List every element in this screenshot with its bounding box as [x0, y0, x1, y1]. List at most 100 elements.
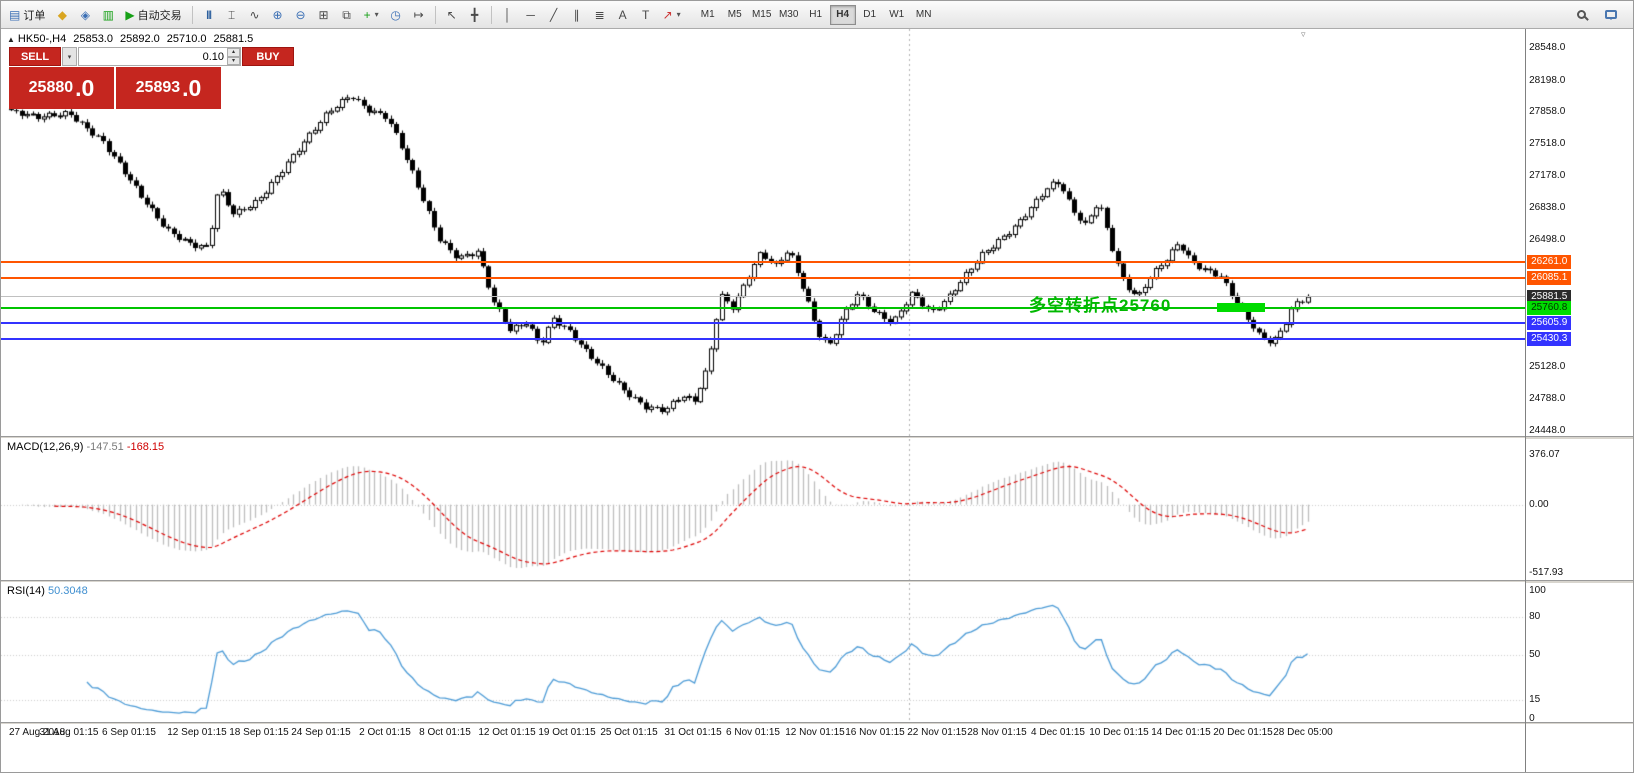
text-button[interactable]: A: [612, 4, 634, 26]
chart-panels: ▲ HK50-,H4 25853.0 25892.0 25710.0 25881…: [1, 29, 1526, 772]
terminal-icon: ▥: [102, 7, 115, 22]
order-icon: ▤: [9, 7, 21, 22]
crosshair-icon: ╋: [470, 7, 479, 22]
navigator-button[interactable]: ◈: [74, 4, 96, 26]
panel-divider[interactable]: [1, 436, 1526, 439]
macd-canvas[interactable]: [1, 439, 1526, 580]
chart-line-button[interactable]: ∿: [244, 4, 266, 26]
chart-shift-button[interactable]: ↦: [408, 4, 430, 26]
toolbar-right-group: [1570, 4, 1630, 26]
tile-windows-button[interactable]: ⊞: [313, 4, 335, 26]
trendline-button[interactable]: ╱: [543, 4, 565, 26]
timeframe-mn-button[interactable]: MN: [911, 5, 937, 25]
time-axis-label: 28 Dec 05:00: [1273, 727, 1333, 738]
pivot-annotation[interactable]: 多空转折点25760: [1029, 296, 1172, 315]
lot-increase-button[interactable]: ▴: [227, 48, 240, 57]
chart-window: ▲ HK50-,H4 25853.0 25892.0 25710.0 25881…: [1, 29, 1633, 772]
macd-axis[interactable]: 376.07 0.00 -517.93: [1526, 439, 1633, 580]
autotrading-icon: ▶: [125, 7, 135, 22]
horizontal-line-button[interactable]: ─: [520, 4, 542, 26]
price-axis-label: 27178.0: [1529, 169, 1566, 181]
time-axis-label: 12 Sep 01:15: [167, 727, 227, 738]
time-axis-label: 4 Dec 01:15: [1031, 727, 1085, 738]
timeframe-m5-button[interactable]: M5: [722, 5, 748, 25]
buy-button[interactable]: BUY: [242, 47, 294, 66]
community-button[interactable]: [1600, 4, 1622, 26]
sell-price-display[interactable]: 25880 .0: [9, 67, 114, 109]
price-axis-label: 27858.0: [1529, 106, 1566, 118]
search-button[interactable]: [1570, 4, 1592, 26]
rsi-axis-label: 50: [1529, 649, 1541, 660]
sell-button[interactable]: SELL: [9, 47, 61, 66]
price-badge: 26085.1: [1527, 271, 1572, 286]
time-axis-label: 20 Dec 01:15: [1213, 727, 1273, 738]
macd-label: MACD(12,26,9) -147.51 -168.15: [7, 441, 164, 453]
periods-button[interactable]: ◷: [385, 4, 407, 26]
time-axis-label: 28 Nov 01:15: [967, 727, 1027, 738]
cursor-button[interactable]: ↖: [441, 4, 463, 26]
price-axis-main[interactable]: 28548.0 28198.0 27858.0 27518.0 27178.0 26838…: [1526, 29, 1633, 436]
chart-bars-button[interactable]: |||: [198, 4, 220, 26]
lot-size-input[interactable]: [79, 48, 227, 65]
time-axis-label: 10 Dec 01:15: [1089, 727, 1149, 738]
crosshair-button[interactable]: ╋: [464, 4, 486, 26]
new-order-button[interactable]: ▤ 订单: [4, 4, 50, 26]
chart-shift-icon: ↦: [413, 7, 424, 22]
axis-divider: [1526, 436, 1633, 439]
time-axis-label: 12 Nov 01:15: [785, 727, 845, 738]
time-axis[interactable]: 27 Aug 2018 31 Aug 01:15 6 Sep 01:15 12 Sep…: [1, 724, 1526, 772]
macd-panel: MACD(12,26,9) -147.51 -168.15: [1, 439, 1526, 580]
chart-candles-button[interactable]: ⌶: [221, 4, 243, 26]
price-badge: 25430.3: [1527, 332, 1572, 347]
collapse-arrow-icon[interactable]: ▲: [7, 34, 15, 44]
chart-bars-icon: |||: [206, 9, 211, 19]
timeframe-m15-button[interactable]: M15: [749, 5, 775, 25]
ohlc-open: 25853.0: [73, 33, 113, 45]
lot-dropdown-button[interactable]: ▾: [62, 47, 77, 66]
chevron-down-icon: ▾: [374, 10, 379, 19]
text-icon: A: [618, 7, 627, 22]
toolbar-separator: [434, 5, 436, 24]
periods-icon: ◷: [390, 7, 401, 22]
rsi-canvas[interactable]: [1, 583, 1526, 722]
arrow-tools-button[interactable]: ↗ ▾: [658, 4, 686, 26]
rsi-panel: RSI(14) 50.3048: [1, 583, 1526, 722]
cascade-windows-button[interactable]: ⧉: [336, 4, 358, 26]
zoom-out-button[interactable]: ⊖: [290, 4, 312, 26]
toolbar-separator: [191, 5, 193, 24]
equidistant-channel-button[interactable]: ∥: [566, 4, 588, 26]
macd-axis-label: 376.07: [1529, 449, 1560, 460]
fibonacci-button[interactable]: ≣: [589, 4, 611, 26]
ohlc-close: 25881.5: [213, 33, 254, 45]
lot-decrease-button[interactable]: ▾: [227, 56, 240, 65]
price-badge: 25760.8: [1527, 301, 1572, 316]
terminal-button[interactable]: ▥: [97, 4, 119, 26]
time-axis-label: 24 Sep 01:15: [291, 727, 351, 738]
new-chart-button[interactable]: + ▾: [359, 4, 384, 26]
rsi-axis-label: 15: [1529, 693, 1541, 705]
timeframe-m30-button[interactable]: M30: [776, 5, 802, 25]
text-label-button[interactable]: T: [635, 4, 657, 26]
price-axis-column[interactable]: 28548.0 28198.0 27858.0 27518.0 27178.0 26838…: [1525, 29, 1633, 772]
candlestick-canvas[interactable]: [1, 29, 1526, 436]
rsi-axis[interactable]: 100 80 50 15 0: [1526, 583, 1633, 724]
price-axis-label: 26498.0: [1529, 233, 1566, 245]
timeframe-m1-button[interactable]: M1: [695, 5, 721, 25]
buy-price-display[interactable]: 25893 .0: [116, 67, 221, 109]
zoom-in-button[interactable]: ⊕: [267, 4, 289, 26]
vertical-line-button[interactable]: │: [497, 4, 519, 26]
timeframe-h1-button[interactable]: H1: [803, 5, 829, 25]
ohlc-high: 25892.0: [119, 33, 160, 45]
search-icon: [1576, 10, 1586, 19]
timeframe-w1-button[interactable]: W1: [884, 5, 910, 25]
market-watch-button[interactable]: ◆: [51, 4, 73, 26]
chevron-down-icon: ▾: [67, 53, 72, 61]
horizontal-line-icon: ─: [526, 7, 535, 22]
cursor-icon: ↖: [446, 7, 457, 22]
autotrading-button[interactable]: ▶ 自动交易: [120, 4, 186, 26]
toolbar-separator: [490, 5, 492, 24]
timeframe-h4-button[interactable]: H4: [829, 4, 856, 25]
panel-divider[interactable]: [1, 580, 1526, 583]
panel-divider[interactable]: [1, 722, 1526, 724]
timeframe-d1-button[interactable]: D1: [857, 5, 883, 25]
